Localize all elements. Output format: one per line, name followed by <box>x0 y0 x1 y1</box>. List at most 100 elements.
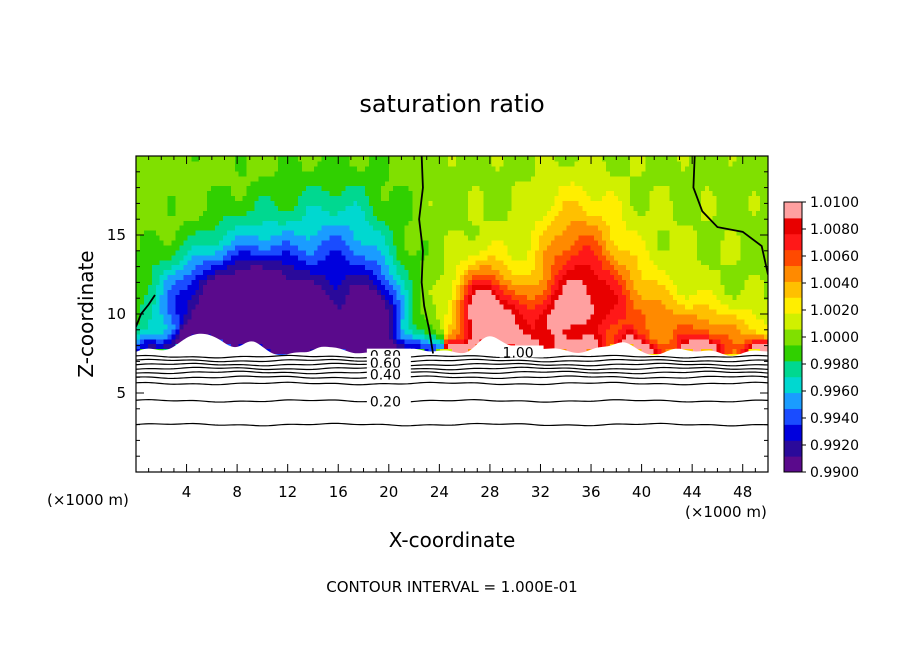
heatmap-cell <box>582 225 587 231</box>
heatmap-cell <box>507 200 512 206</box>
heatmap-cell <box>495 259 500 266</box>
heatmap-cell <box>270 304 275 310</box>
heatmap-cell <box>527 160 532 167</box>
heatmap-cell <box>171 333 177 340</box>
heatmap-cell <box>254 269 260 276</box>
heatmap-cell <box>396 264 402 271</box>
heatmap-cell <box>562 249 568 256</box>
heatmap-cell <box>294 318 299 325</box>
heatmap-cell <box>428 249 433 256</box>
heatmap-cell <box>151 165 157 172</box>
heatmap-cell <box>594 269 599 276</box>
heatmap-cell <box>333 323 339 330</box>
heatmap-cell <box>590 279 595 285</box>
heatmap-cell <box>286 244 291 251</box>
heatmap-cell <box>436 244 441 251</box>
heatmap-cell <box>463 239 469 246</box>
heatmap-cell <box>167 289 173 295</box>
heatmap-cell <box>286 170 291 177</box>
heatmap-cell <box>242 338 248 345</box>
heatmap-cell <box>238 170 244 177</box>
heatmap-cell <box>242 205 248 211</box>
heatmap-cell <box>503 254 508 261</box>
heatmap-cell <box>499 220 504 226</box>
heatmap-cell <box>448 200 453 206</box>
heatmap-cell <box>222 338 228 345</box>
heatmap-cell <box>365 274 370 281</box>
heatmap-cell <box>258 304 263 310</box>
heatmap-cell <box>574 244 579 251</box>
heatmap-cell <box>258 170 263 177</box>
heatmap-cell <box>286 289 291 295</box>
heatmap-cell <box>218 180 224 187</box>
heatmap-cell <box>234 294 240 300</box>
heatmap-cell <box>305 165 311 172</box>
heatmap-cell <box>270 299 275 305</box>
heatmap-cell <box>250 170 256 177</box>
heatmap-cell <box>139 165 145 172</box>
heatmap-cell <box>531 333 536 340</box>
heatmap-cell <box>195 264 200 271</box>
heatmap-cell <box>511 225 516 231</box>
heatmap-cell <box>274 165 279 172</box>
heatmap-cell <box>527 170 532 177</box>
heatmap-cell <box>258 235 263 241</box>
heatmap-cell <box>179 274 184 281</box>
heatmap-cell <box>613 200 619 206</box>
heatmap-cell <box>270 274 275 281</box>
heatmap-cell <box>376 249 382 256</box>
heatmap-cell <box>590 239 595 246</box>
heatmap-cell <box>440 254 445 261</box>
heatmap-cell <box>290 170 295 177</box>
heatmap-cell <box>297 328 303 335</box>
heatmap-cell <box>278 239 283 246</box>
heatmap-cell <box>527 230 532 236</box>
heatmap-cell <box>467 244 473 251</box>
heatmap-cell <box>507 274 512 281</box>
heatmap-cell <box>408 289 414 295</box>
heatmap-cell <box>428 274 433 281</box>
heatmap-cell <box>388 254 394 261</box>
heatmap-cell <box>392 205 398 211</box>
heatmap-cell <box>523 195 528 202</box>
heatmap-cell <box>542 279 548 285</box>
heatmap-cell <box>179 175 184 182</box>
heatmap-cell <box>499 200 504 206</box>
heatmap-cell <box>151 264 157 271</box>
heatmap-cell <box>341 225 346 231</box>
heatmap-cell <box>448 235 453 241</box>
heatmap-cell <box>416 170 421 177</box>
heatmap-cell <box>211 309 216 315</box>
heatmap-cell <box>388 259 394 266</box>
heatmap-cell <box>412 156 418 162</box>
heatmap-cell <box>534 205 540 211</box>
heatmap-cell <box>380 190 386 197</box>
heatmap-cell <box>325 156 331 162</box>
heatmap-cell <box>432 343 437 350</box>
heatmap-cell <box>262 318 267 325</box>
heatmap-cell <box>542 200 548 206</box>
heatmap-cell <box>412 284 418 290</box>
heatmap-cell <box>523 338 528 345</box>
heatmap-cell <box>278 249 283 256</box>
heatmap-cell <box>313 318 319 325</box>
heatmap-cell <box>613 235 619 241</box>
heatmap-cell <box>179 220 184 226</box>
heatmap-cell <box>487 314 493 320</box>
heatmap-cell <box>570 215 576 221</box>
heatmap-cell <box>195 210 200 216</box>
heatmap-cell <box>424 225 429 231</box>
heatmap-cell <box>550 284 556 290</box>
heatmap-cell <box>376 343 382 350</box>
heatmap-cell <box>483 235 489 241</box>
heatmap-cell <box>586 230 591 236</box>
heatmap-cell <box>234 200 240 206</box>
heatmap-cell <box>519 269 524 276</box>
heatmap-cell <box>139 269 145 276</box>
heatmap-cell <box>475 294 481 300</box>
heatmap-cell <box>361 165 366 172</box>
heatmap-cell <box>448 269 453 276</box>
heatmap-cell <box>147 249 153 256</box>
heatmap-cell <box>317 328 323 335</box>
heatmap-cell <box>436 333 441 340</box>
